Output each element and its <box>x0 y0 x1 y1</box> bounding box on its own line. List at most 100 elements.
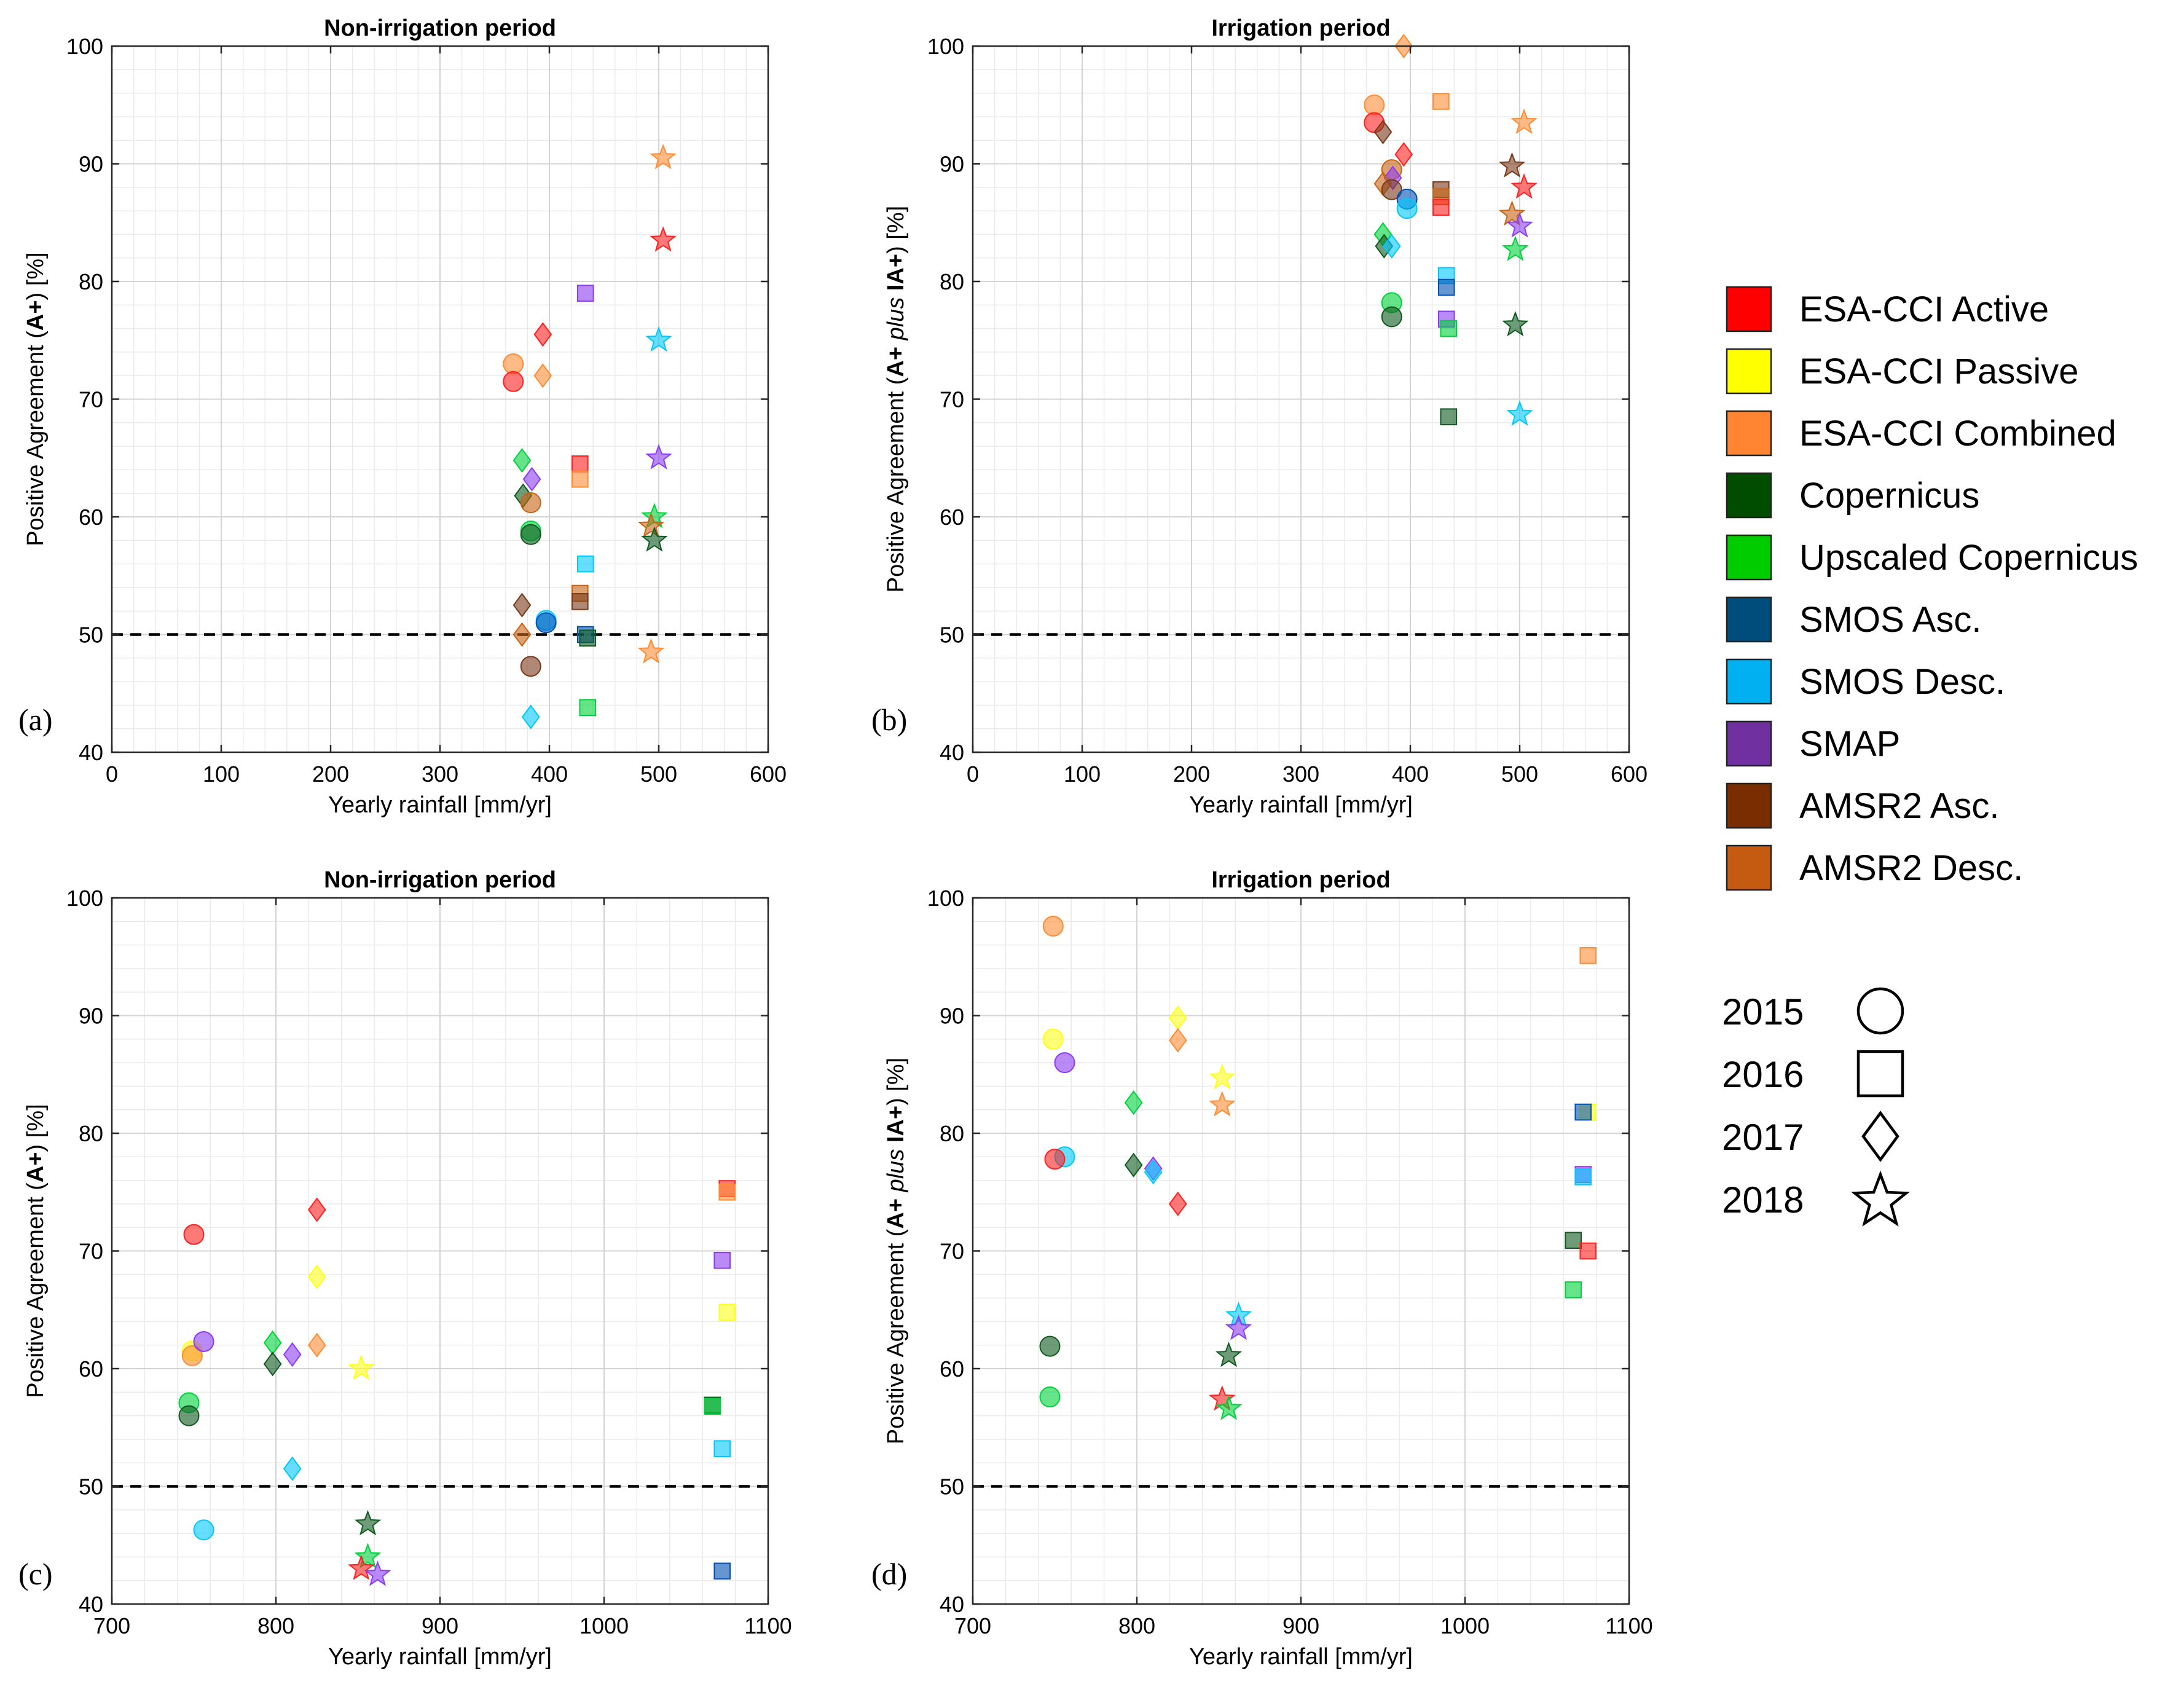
point-esa-cci-combined-2015 <box>1042 915 1064 937</box>
point-smos-asc-2016 <box>1437 278 1455 296</box>
point-upscaled-copernicus-2018 <box>354 1543 382 1568</box>
point-smap-2018 <box>1225 1315 1252 1340</box>
point-upscaled-copernicus-2016 <box>704 1398 721 1415</box>
point-amsr2-desc-2017 <box>513 622 532 647</box>
legend-diamond-marker <box>1861 1111 1899 1162</box>
point-copernicus-2016 <box>1565 1232 1582 1249</box>
y-tick-label: 70 <box>79 387 103 412</box>
x-tick-label: 800 <box>257 1613 294 1638</box>
y-axis-label-part: ) [%] <box>883 1058 909 1106</box>
point-smap-2017 <box>522 466 541 492</box>
point-upscaled-copernicus-2018 <box>1502 235 1529 261</box>
x-axis-label: Yearly rainfall [mm/yr] <box>1189 792 1413 818</box>
legend-swatch <box>1726 472 1772 519</box>
y-axis-label: Positive Agreement (A+) [%] <box>23 1104 49 1398</box>
x-tick-label: 0 <box>106 761 118 787</box>
point-upscaled-copernicus-2018 <box>1215 1394 1243 1420</box>
legend-swatch <box>1726 658 1772 705</box>
legend-swatch <box>1726 286 1772 332</box>
panel-b: 0 100 200 300 400 500 600 40 50 60 70 80 90 100 Irriga… <box>871 15 1648 818</box>
x-axis-label: Yearly rainfall [mm/yr] <box>1189 1644 1413 1670</box>
point-esa-cci-combined-2017 <box>1168 1028 1187 1053</box>
point-esa-cci-active-2015 <box>503 371 524 392</box>
x-tick-label: 700 <box>93 1613 130 1638</box>
y-tick-label: 90 <box>940 1004 964 1029</box>
legend-item-esa-cci-passive: ESA-CCI Passive <box>1726 348 2078 395</box>
legend-label: Upscaled Copernicus <box>1799 538 2138 578</box>
legend-square-marker <box>1856 1050 1904 1098</box>
legend-label: SMOS Asc. <box>1799 600 1982 640</box>
point-upscaled-copernicus-2016 <box>1565 1281 1582 1299</box>
point-copernicus-2015 <box>1381 306 1402 328</box>
y-axis-label-part: Positive Agreement ( <box>23 1182 49 1398</box>
point-esa-cci-active-2018 <box>348 1554 375 1581</box>
legend-swatch <box>1726 348 1772 395</box>
legend-circle-marker <box>1856 987 1904 1035</box>
point-copernicus-2017 <box>1124 1152 1143 1178</box>
panel-letter: (b) <box>871 702 907 737</box>
point-esa-cci-combined-2017 <box>533 363 552 388</box>
panel-c: 700 800 900 1000 1100 40 50 60 70 80 90 100 Non-irri… <box>18 867 792 1670</box>
point-amsr2-desc-2018 <box>637 512 665 538</box>
point-upscaled-copernicus-2017 <box>1124 1090 1143 1115</box>
point-copernicus-2015 <box>1039 1335 1061 1357</box>
legend-label: SMAP <box>1799 724 1900 764</box>
y-axis-label-part: Positive Agreement ( <box>883 1229 909 1444</box>
y-axis-label: Positive Agreement (A+) [%] <box>23 252 49 546</box>
y-tick-label: 90 <box>940 152 964 177</box>
point-amsr2-asc-2015 <box>1381 179 1402 200</box>
y-axis-label-part: Positive Agreement ( <box>883 377 909 592</box>
x-tick-label: 1100 <box>1605 1613 1652 1638</box>
point-smos-desc-2017 <box>283 1456 302 1481</box>
point-upscaled-copernicus-2017 <box>513 447 532 473</box>
legend-year-2018: 2018 <box>1722 1170 1910 1227</box>
legend-item-smos-asc: SMOS Asc. <box>1726 596 1982 643</box>
y-tick-label: 80 <box>940 269 964 294</box>
y-axis-label-part: ) [%] <box>883 206 909 254</box>
legend-year-label: 2018 <box>1722 1179 1804 1221</box>
panel-letter: (d) <box>871 1557 907 1591</box>
point-amsr2-desc-2018 <box>1498 200 1526 226</box>
x-tick-label: 500 <box>640 761 677 787</box>
y-axis-label: Positive Agreement (A+ plus IA+) [%] <box>883 206 909 592</box>
y-tick-label: 60 <box>940 1356 964 1382</box>
x-tick-label: 800 <box>1118 1613 1155 1638</box>
legend-swatch <box>1726 720 1772 767</box>
point-smos-desc-2017 <box>1144 1160 1163 1185</box>
point-smos-desc-2015 <box>193 1519 214 1541</box>
y-tick-label: 100 <box>66 886 103 911</box>
x-tick-label: 1000 <box>1440 1613 1490 1638</box>
point-smos-asc-2015 <box>535 612 557 634</box>
y-axis-label-part: IA+ <box>883 1106 909 1142</box>
y-tick-label: 60 <box>79 505 103 530</box>
legend-item-amsr2-asc: AMSR2 Asc. <box>1726 782 2000 829</box>
legend-label: ESA-CCI Active <box>1799 289 2049 329</box>
point-esa-cci-active-2016 <box>1579 1242 1597 1260</box>
point-copernicus-2018 <box>641 526 668 552</box>
point-upscaled-copernicus-2015 <box>1039 1386 1061 1407</box>
point-esa-cci-combined-2016 <box>1432 93 1450 110</box>
x-axis-label: Yearly rainfall [mm/yr] <box>328 1644 552 1670</box>
point-smos-desc-2017 <box>521 704 540 729</box>
y-axis-label-part: ) [%] <box>23 1104 49 1152</box>
point-esa-cci-passive-2017 <box>307 1264 326 1289</box>
point-esa-cci-active-2017 <box>1168 1191 1187 1216</box>
panel-title: Non-irrigation period <box>324 15 556 41</box>
point-esa-cci-combined-2018 <box>637 638 665 664</box>
legend-swatch <box>1726 410 1772 457</box>
legend-year-label: 2017 <box>1722 1117 1804 1158</box>
y-tick-label: 50 <box>79 623 103 648</box>
legend-star-marker <box>1851 1170 1910 1227</box>
point-copernicus-2017 <box>263 1351 282 1377</box>
point-esa-cci-passive-2015 <box>1042 1028 1064 1050</box>
point-amsr2-asc-2017 <box>1373 119 1392 144</box>
point-esa-cci-passive-2016 <box>718 1304 736 1321</box>
legend-year-2016: 2016 <box>1722 1050 1904 1098</box>
x-tick-label: 100 <box>1064 761 1101 787</box>
x-tick-label: 200 <box>312 761 349 787</box>
point-smap-2015 <box>193 1331 214 1352</box>
y-tick-label: 50 <box>79 1474 103 1500</box>
y-tick-label: 80 <box>79 1121 103 1146</box>
x-tick-label: 400 <box>531 761 568 787</box>
